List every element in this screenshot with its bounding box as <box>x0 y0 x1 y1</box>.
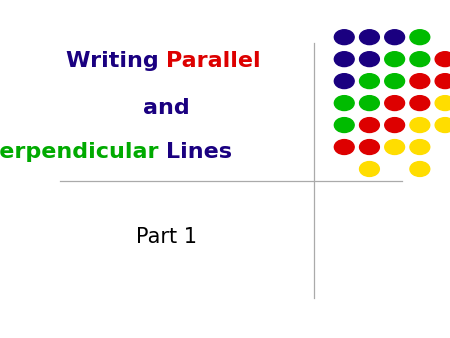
Text: Writing: Writing <box>66 51 166 71</box>
Text: Part 1: Part 1 <box>136 226 197 247</box>
Text: Parallel: Parallel <box>166 51 261 71</box>
Text: Perpendicular: Perpendicular <box>0 142 166 162</box>
Text: and: and <box>143 98 190 118</box>
Text: Lines: Lines <box>166 142 233 162</box>
